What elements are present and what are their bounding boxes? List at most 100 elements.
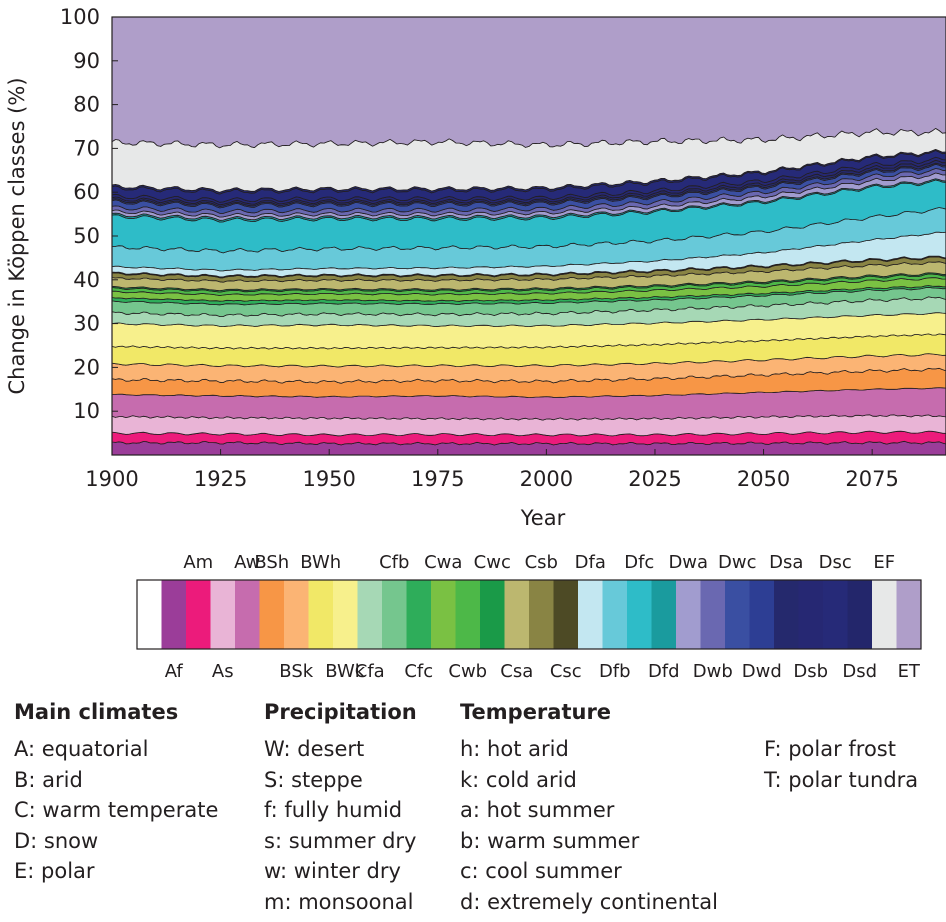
x-tick-label: 1900 [85,467,138,491]
key-precipitation-title: Precipitation [264,700,417,724]
x-axis-ticks: 1900 1925 1950 1975 2000 2025 2050 2075 [85,449,899,491]
legend-label: Cwa [424,552,462,573]
legend-swatch-BSh [259,580,285,649]
legend-swatch-BWk [333,580,358,649]
legend-swatch-Csa [504,580,530,649]
legend-swatch-Csb [529,580,554,649]
legend-swatch-As [210,580,236,649]
y-tick-label: 50 [73,224,100,248]
legend-swatch-Cwa [431,580,456,649]
key-item: D: snow [14,828,99,853]
legend-swatch-Dwd [749,580,775,649]
x-axis-title: Year [520,506,566,530]
key-item: f: fully humid [264,798,403,822]
legend-swatch-Am [186,580,211,649]
y-axis-title: Change in Köppen classes (%) [5,77,29,394]
legend-swatch-BSk [284,580,309,649]
key-item: B: arid [14,767,83,792]
y-tick-label: 20 [73,355,100,379]
legend-colorbar-border [136,579,922,650]
legend-swatch-Af [161,580,187,649]
legend-label: Csa [500,661,533,682]
key-item: E: polar [14,859,95,883]
key-item: A: equatorial [14,737,149,761]
y-tick-label: 40 [73,268,100,292]
legend-swatch-Dwb [700,580,726,649]
legend-swatch-Cfa [357,580,383,649]
legend-label: ET [898,661,921,682]
legend-label: Cfc [404,661,433,682]
y-tick-label: 80 [73,93,100,117]
legend-label: BSh [254,552,289,573]
legend-label: BWh [300,552,341,573]
key-item: h: hot arid [460,737,569,761]
key-temperature-title: Temperature [460,700,612,724]
legend-label: BSk [279,661,313,682]
x-tick-label: 2075 [845,467,898,491]
legend-swatch-Dfb [602,580,628,649]
key-item: W: desert [264,737,365,761]
x-tick-label: 2000 [520,467,573,491]
legend-label: Dwb [693,661,733,682]
key-item: b: warm summer [460,828,640,853]
key-item: C: warm temperate [14,798,219,822]
legend-swatch-Cwb [455,580,481,649]
y-tick-label: 60 [73,180,100,204]
key-precipitation: Precipitation W: desert S: steppe f: ful… [264,698,417,917]
legend-label: Dwa [668,552,708,573]
legend-label: Am [183,552,213,573]
key-item: k: cold arid [460,767,577,792]
legend-label: Dwc [718,552,756,573]
legend-label: EF [873,552,895,573]
legend-swatch-Cwc [480,580,505,649]
legend-label: Dsc [819,552,852,573]
x-tick-label: 1925 [194,467,247,491]
legend-label: Dsd [842,661,877,682]
legend-label: Dsa [769,552,803,573]
key-temperature: Temperature h: hot arid k: cold arid a: … [460,698,718,917]
key-item: S: steppe [264,767,363,792]
legend-label: Dfb [599,661,631,682]
legend-swatch-ET [896,580,922,649]
legend-swatch-Dfd [651,580,677,649]
legend-label: Dsb [793,661,828,682]
legend-swatch-Dwc [725,580,750,649]
key-item: c: cool summer [460,859,622,883]
legend-label: Cwb [448,661,487,682]
legend-label: Aw [234,552,260,573]
legend-swatch-Dsb [798,580,824,649]
x-tick-label: 2025 [628,467,681,491]
key-item: F: polar frost [764,737,896,761]
legend-label: Cfb [379,552,409,573]
y-tick-label: 90 [73,49,100,73]
legend-label: BWk [325,661,366,682]
legend-label: Dwd [742,661,782,682]
legend-swatch-blank [137,580,162,649]
legend-label: Cwc [474,552,511,573]
key-item: m: monsoonal [264,889,414,914]
area-ET [111,16,946,149]
legend-swatch-Dsa [774,580,799,649]
legend-swatch-Dsc [823,580,848,649]
legend-swatch-Dfa [578,580,603,649]
legend-swatch-Cfb [382,580,407,649]
key-item: s: summer dry [264,828,417,853]
legend-swatch-EF [872,580,897,649]
key-item: a: hot summer [460,798,615,822]
legend-swatch-Dwa [676,580,701,649]
legend-label: Csc [550,661,582,682]
legend-swatch-Aw [235,580,260,649]
legend-swatch-Dfc [627,580,652,649]
legend-label: Dfc [624,552,654,573]
legend-label: Dfa [575,552,606,573]
legend-swatch-BWh [308,580,334,649]
legend-label: Csb [525,552,558,573]
y-tick-label: 100 [60,5,100,29]
legend-swatch-Cfc [406,580,432,649]
y-tick-label: 70 [73,136,100,160]
legend-label: Dfd [648,661,680,682]
x-tick-label: 1950 [302,467,355,491]
legend-label: Cfa [355,661,385,682]
